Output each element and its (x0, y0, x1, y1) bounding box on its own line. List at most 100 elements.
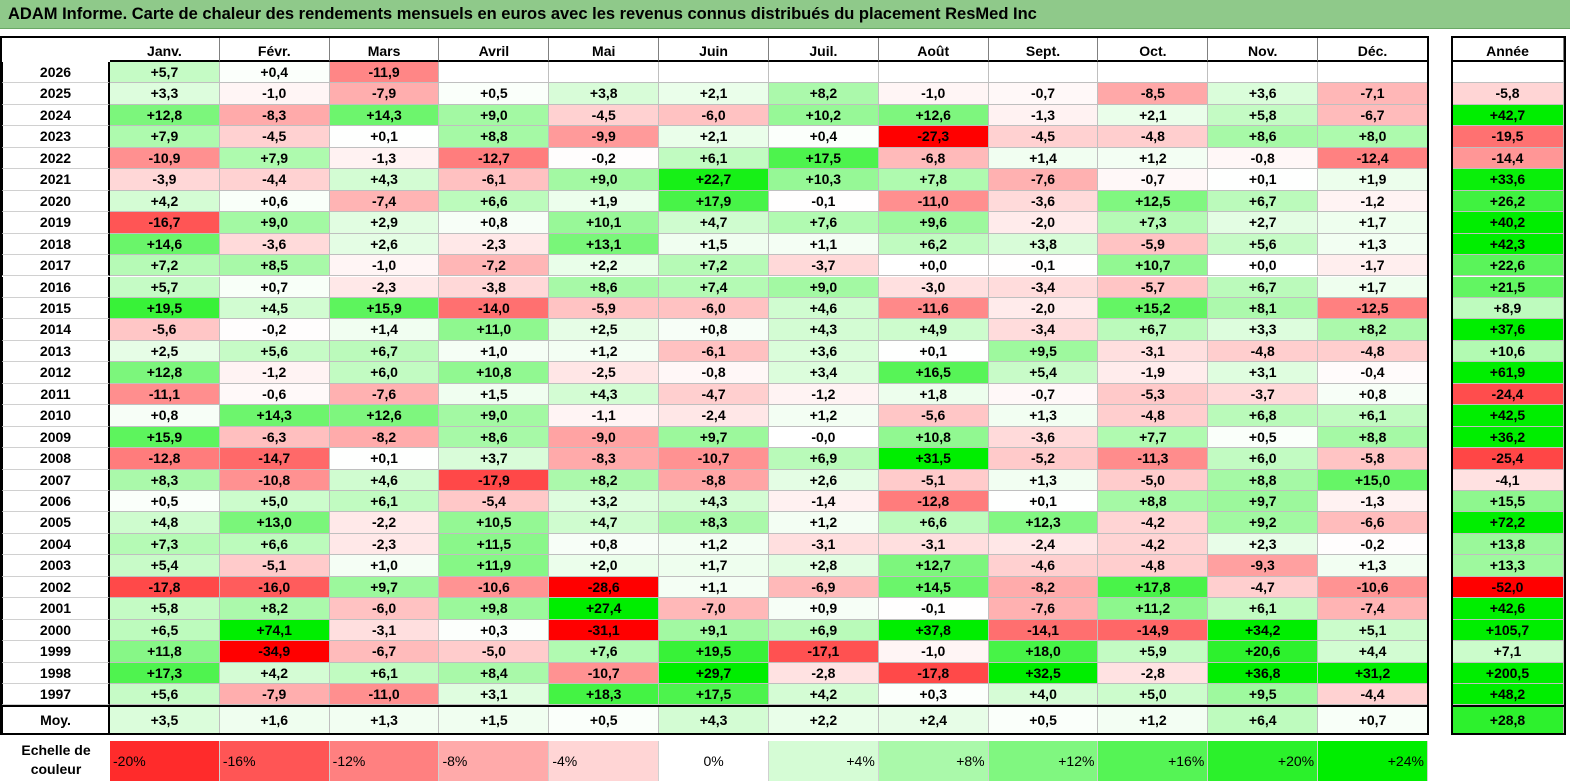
heatmap-cell: +0,5 (110, 491, 220, 513)
heatmap-cell: +10,5 (439, 512, 550, 534)
year-label: 2026 (1, 62, 110, 84)
annual-cell: +33,6 (1452, 169, 1564, 191)
heatmap-cell: -9,9 (549, 126, 660, 148)
heatmap-cell: +15,9 (110, 426, 220, 449)
heatmap-cell: -5,6 (878, 405, 989, 427)
heatmap-cell: -3,6 (988, 426, 1099, 449)
year-label: 2016 (1, 276, 110, 298)
heatmap-cell: -8,8 (659, 469, 769, 491)
year-label: 2003 (1, 555, 110, 577)
heatmap-cell: +0,8 (549, 533, 660, 556)
heatmap-cell: +36,8 (1208, 662, 1319, 685)
heatmap-cell: +9,0 (439, 405, 550, 427)
average-label: Moy. (1, 705, 110, 734)
heatmap-cell: +8,3 (659, 512, 769, 534)
heatmap-cell: -17,8 (110, 576, 220, 599)
heatmap-cell: -6,1 (659, 340, 769, 363)
heatmap-cell: +37,8 (878, 619, 989, 642)
heatmap-cell: +5,0 (219, 491, 330, 513)
color-scale-step: -4% (549, 741, 660, 781)
heatmap-cell: +4,2 (768, 684, 879, 706)
heatmap-cell: -1,0 (219, 83, 330, 105)
heatmap-cell: -7,1 (1318, 83, 1428, 105)
month-header: Août (878, 36, 989, 62)
annual-cell: +10,6 (1452, 340, 1564, 363)
heatmap-cell: +6,7 (1208, 276, 1319, 298)
heatmap-cell: +1,2 (768, 405, 879, 427)
heatmap-cell: -3,6 (988, 190, 1099, 213)
heatmap-cell: -3,7 (1208, 383, 1319, 406)
heatmap-cell: +0,3 (439, 619, 550, 642)
annual-cell: -4,1 (1452, 469, 1564, 491)
year-label: 2022 (1, 147, 110, 170)
heatmap-cell: -0,2 (549, 147, 660, 170)
heatmap-cell: +9,5 (1208, 684, 1319, 706)
month-header: Mars (329, 36, 440, 62)
heatmap-cell: +3,8 (549, 83, 660, 105)
average-cell: +1,6 (219, 705, 330, 734)
heatmap-cell: -8,2 (329, 426, 440, 449)
heatmap-cell: +1,7 (1318, 276, 1428, 298)
year-label: 1997 (1, 684, 110, 706)
heatmap-cell: +15,9 (329, 297, 440, 320)
heatmap-cell: +4,4 (1318, 641, 1428, 663)
annual-cell: -24,4 (1452, 383, 1564, 406)
month-header: Févr. (219, 36, 330, 62)
heatmap-cell: +1,8 (878, 383, 989, 406)
color-scale-label: Echelle de couleur (21, 742, 91, 777)
heatmap-cell: -5,1 (878, 469, 989, 491)
heatmap-cell: +9,0 (219, 212, 330, 234)
color-scale-step: +20% (1208, 741, 1319, 781)
heatmap-cell: +8,0 (1318, 126, 1428, 148)
heatmap-cell: -4,2 (1098, 533, 1209, 556)
heatmap-cell: +9,7 (659, 426, 769, 449)
average-cell: +0,5 (988, 705, 1099, 734)
heatmap-cell: +29,7 (659, 662, 769, 685)
heatmap-cell: +17,8 (1098, 576, 1209, 599)
annual-cell: +13,3 (1452, 555, 1564, 577)
heatmap-cell: -0,1 (768, 190, 879, 213)
heatmap-cell: +11,2 (1098, 598, 1209, 620)
heatmap-cell: -6,8 (878, 147, 989, 170)
heatmap-cell: -1,1 (549, 405, 660, 427)
heatmap-cell: -5,0 (439, 641, 550, 663)
heatmap-cell: +1,5 (659, 233, 769, 256)
heatmap-cell: +5,4 (988, 362, 1099, 384)
month-header: Juil. (768, 36, 879, 62)
heatmap-cell: +1,4 (988, 147, 1099, 170)
heatmap-cell: +18,0 (988, 641, 1099, 663)
heatmap-cell: -7,6 (329, 383, 440, 406)
heatmap-cell: -4,8 (1098, 405, 1209, 427)
heatmap-cell: +6,6 (878, 512, 989, 534)
annual-cell: +21,5 (1452, 276, 1564, 298)
heatmap-cell: +74,1 (219, 619, 330, 642)
heatmap-cell: -4,6 (988, 555, 1099, 577)
heatmap-cell: +12,7 (878, 555, 989, 577)
color-scale-step: +24% (1318, 741, 1428, 781)
heatmap-cell: +3,4 (768, 362, 879, 384)
heatmap-cell: -11,6 (878, 297, 989, 320)
heatmap-cell: -3,1 (1098, 340, 1209, 363)
heatmap-cell: +8,2 (549, 469, 660, 491)
heatmap-cell: +9,2 (1208, 512, 1319, 534)
heatmap-cell: +1,1 (768, 233, 879, 256)
heatmap-cell: +5,1 (1318, 619, 1428, 642)
heatmap-cell: -16,7 (110, 212, 220, 234)
year-label: 2013 (1, 340, 110, 363)
heatmap-cell: +5,8 (110, 598, 220, 620)
heatmap-cell: -2,4 (988, 533, 1099, 556)
heatmap-cell: -11,1 (110, 383, 220, 406)
heatmap-cell: +20,6 (1208, 641, 1319, 663)
heatmap-cell: -4,8 (1318, 340, 1428, 363)
heatmap-cell: -3,1 (329, 619, 440, 642)
heatmap-cell: +7,8 (878, 169, 989, 191)
average-cell: +6,4 (1208, 705, 1319, 734)
heatmap-cell: -4,4 (1318, 684, 1428, 706)
heatmap-cell: +8,6 (439, 426, 550, 449)
heatmap-cell: +6,1 (659, 147, 769, 170)
heatmap-cell (439, 62, 550, 84)
heatmap-cell: -4,4 (219, 169, 330, 191)
heatmap-cell: +5,0 (1098, 684, 1209, 706)
heatmap-cell: +19,5 (659, 641, 769, 663)
heatmap-cell (1318, 62, 1428, 84)
